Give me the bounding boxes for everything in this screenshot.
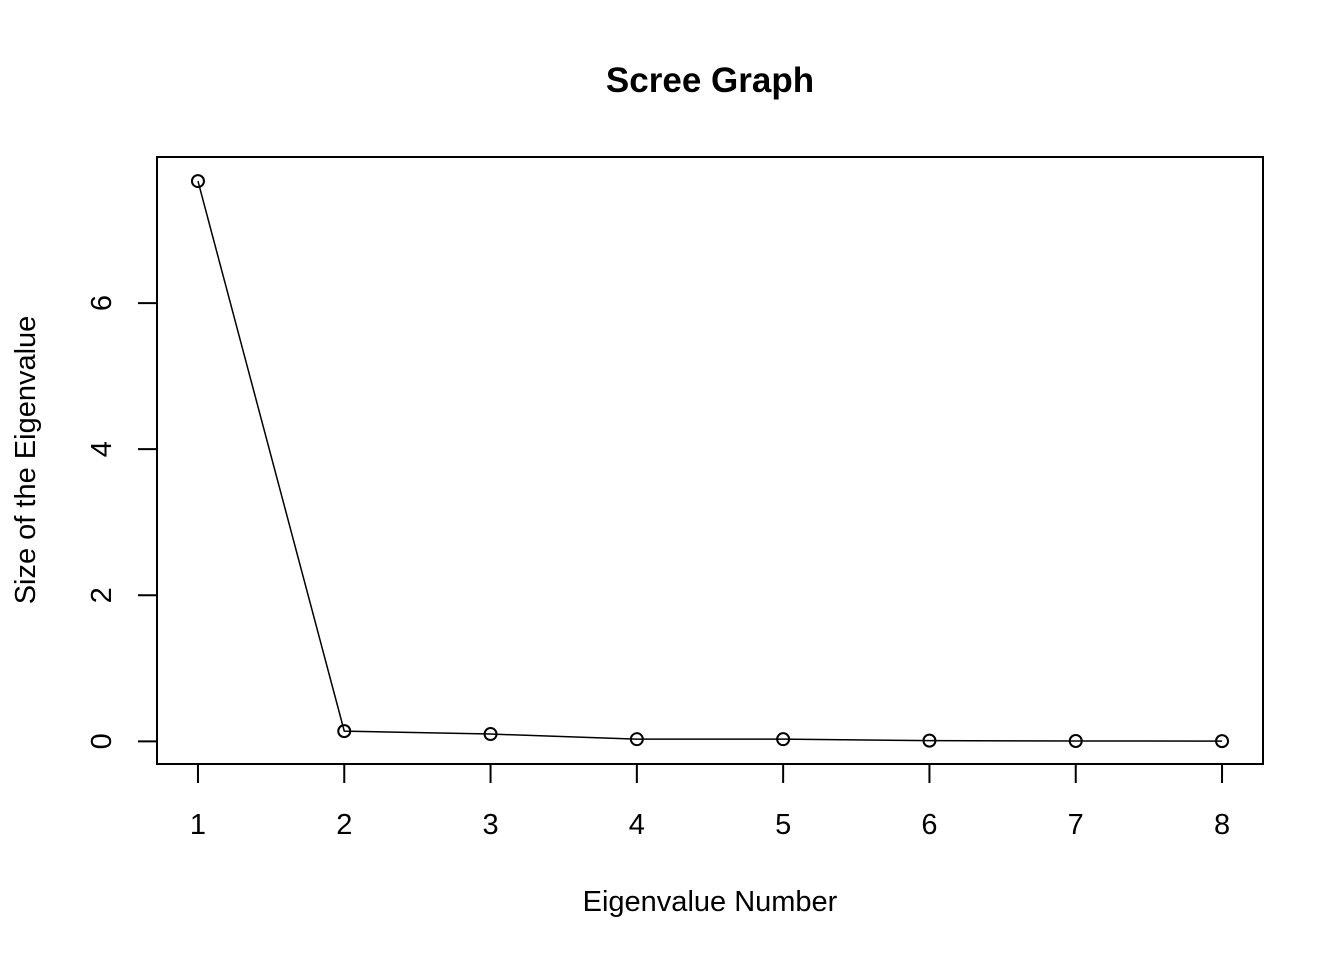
y-tick-label: 0 bbox=[86, 733, 118, 749]
y-axis: 0 2 4 6 bbox=[86, 295, 158, 749]
data-point-7 bbox=[1068, 733, 1083, 748]
x-tick-label: 8 bbox=[1214, 809, 1230, 841]
x-tick-label: 2 bbox=[336, 809, 352, 841]
x-tick-label: 5 bbox=[775, 809, 791, 841]
x-tick-label: 1 bbox=[190, 809, 206, 841]
y-tick-label: 2 bbox=[86, 587, 118, 603]
data-point-5 bbox=[776, 732, 791, 747]
x-tick-label: 7 bbox=[1068, 809, 1084, 841]
data-point-4 bbox=[629, 732, 644, 747]
y-tick-label: 6 bbox=[86, 295, 118, 311]
x-tick-label: 3 bbox=[482, 809, 498, 841]
data-point-3 bbox=[483, 727, 498, 742]
data-point-8 bbox=[1215, 734, 1230, 749]
x-axis-label: Eigenvalue Number bbox=[583, 886, 838, 918]
x-tick-label: 4 bbox=[629, 809, 645, 841]
data-point-6 bbox=[922, 733, 937, 748]
series-line bbox=[197, 180, 1223, 742]
data-point-2 bbox=[337, 724, 352, 739]
y-tick-label: 4 bbox=[86, 441, 118, 457]
x-axis: 1 2 3 4 5 6 7 8 bbox=[190, 763, 1230, 841]
y-axis-label: Size of the Eigenvalue bbox=[10, 316, 42, 605]
plot-frame bbox=[156, 156, 1264, 765]
x-tick-label: 6 bbox=[921, 809, 937, 841]
data-points bbox=[190, 174, 1230, 749]
data-point-1 bbox=[190, 174, 205, 189]
chart-title: Scree Graph bbox=[606, 61, 814, 100]
